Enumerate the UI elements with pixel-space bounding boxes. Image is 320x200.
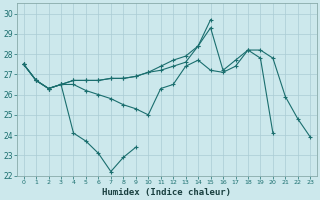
- X-axis label: Humidex (Indice chaleur): Humidex (Indice chaleur): [102, 188, 231, 197]
